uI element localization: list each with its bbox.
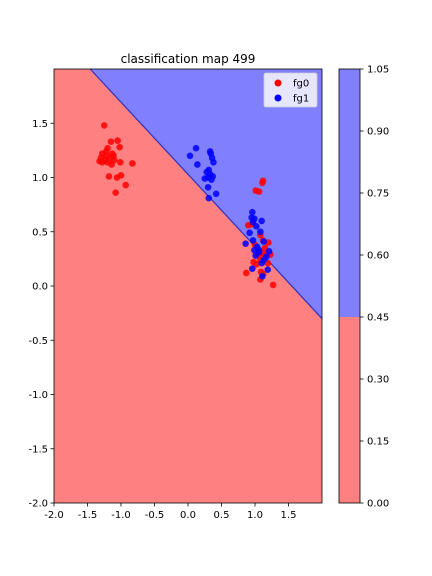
point-fg1-33: [258, 259, 266, 267]
point-fg1-27: [260, 238, 268, 245]
point-fg1-34: [249, 265, 256, 272]
x-tick-label-4: 0.0: [180, 510, 196, 521]
legend-label-fg0: fg0: [293, 79, 309, 90]
y-tick-label-3: -0.5: [28, 336, 48, 347]
legend-marker-fg0: [274, 79, 282, 87]
point-fg1-37: [255, 246, 263, 254]
point-fg1-22: [253, 223, 260, 230]
colorbar-band-0: [339, 317, 360, 503]
point-fg0-16: [129, 160, 136, 167]
colorbar-tick-label-6: 0.90: [367, 127, 389, 138]
chart-title: classification map 499: [121, 52, 256, 66]
point-fg0-24: [111, 156, 118, 164]
colorbar-tick-label-0: 0.00: [367, 499, 389, 510]
colorbar: 0.00 0.15 0.30 0.45 0.60 0.75 0.90 1.05: [338, 65, 389, 510]
y-tick-label-0: -2.0: [28, 499, 48, 510]
main-plot: classification map 499 -2.0 -1.5 -1.0 -0.5 0…: [28, 52, 323, 521]
point-fg1-35: [264, 266, 272, 274]
colorbar-axis: 0.00 0.15 0.30 0.45 0.60 0.75 0.90 1.05: [360, 65, 389, 510]
y-tick-label-5: 0.5: [32, 227, 48, 238]
point-fg0-19: [117, 172, 125, 179]
point-fg0-4: [116, 143, 123, 151]
point-fg1-21: [258, 217, 266, 225]
point-fg0-15: [117, 159, 124, 166]
x-axis: -2.0 -1.5 -1.0 -0.5 0.0 0.5 1.0 1.5: [44, 503, 296, 521]
point-fg0-20: [122, 181, 129, 189]
colorbar-tick-label-7: 1.05: [367, 65, 389, 76]
x-tick-label-6: 1.0: [247, 510, 263, 521]
x-tick-label-7: 1.5: [281, 510, 297, 521]
point-fg0-28: [259, 177, 267, 185]
point-fg1-17: [249, 208, 256, 216]
y-axis: -2.0 -1.5 -1.0 -0.5 0.0 0.5 1.0 1.5: [28, 119, 54, 510]
point-fg0-47: [269, 281, 277, 289]
point-fg1-13: [208, 176, 215, 183]
y-tick-label-7: 1.5: [32, 119, 48, 130]
point-fg0-23: [96, 157, 103, 165]
point-fg1-12: [201, 175, 209, 182]
point-fg0-26: [255, 188, 263, 195]
point-fg1-25: [242, 240, 249, 247]
point-fg1-24: [257, 228, 264, 236]
colorbar-tick-label-2: 0.30: [367, 375, 389, 386]
point-fg0-48: [242, 269, 250, 277]
x-tick-label-0: -2.0: [44, 510, 64, 521]
point-fg0-0: [100, 122, 108, 129]
point-fg1-0: [192, 144, 200, 152]
point-fg1-15: [212, 190, 220, 198]
point-fg0-2: [114, 137, 121, 144]
colorbar-tick-label-1: 0.15: [367, 437, 389, 448]
point-fg1-16: [205, 194, 213, 202]
colorbar-tick-label-3: 0.45: [367, 313, 389, 324]
colorbar-band-1: [339, 69, 360, 317]
y-tick-label-2: -1.0: [28, 390, 48, 401]
y-tick-label-1: -1.5: [28, 444, 48, 455]
colorbar-bands: [339, 69, 360, 503]
point-fg0-1: [107, 138, 115, 145]
colorbar-frame: [338, 68, 361, 504]
point-fg1-23: [246, 229, 253, 237]
point-fg0-21: [112, 189, 119, 196]
x-tick-label-3: -0.5: [145, 510, 165, 521]
point-fg1-6: [210, 159, 217, 166]
colorbar-tick-label-5: 0.75: [367, 189, 389, 200]
point-fg0-17: [105, 173, 113, 180]
legend-marker-fg1: [274, 94, 282, 102]
point-fg1-5: [194, 161, 201, 168]
legend: fg0 fg1: [263, 72, 318, 108]
point-fg1-26: [249, 237, 257, 244]
point-fg1-36: [259, 272, 266, 280]
y-tick-label-6: 1.0: [32, 173, 48, 184]
point-fg0-22: [102, 152, 110, 160]
legend-label-fg1: fg1: [293, 94, 309, 105]
colorbar-tick-label-4: 0.60: [367, 251, 389, 262]
point-fg0-43: [250, 258, 257, 266]
y-tick-label-4: 0.0: [32, 282, 48, 293]
x-tick-label-1: -1.5: [78, 510, 98, 521]
point-fg1-38: [265, 247, 273, 255]
x-tick-label-5: 0.5: [214, 510, 230, 521]
point-fg1-14: [204, 183, 212, 191]
point-fg1-1: [186, 152, 194, 160]
scatter-points: [96, 122, 277, 289]
point-fg1-39: [252, 252, 259, 259]
x-tick-label-2: -1.0: [111, 510, 131, 521]
decision-boundary: [89, 68, 323, 319]
